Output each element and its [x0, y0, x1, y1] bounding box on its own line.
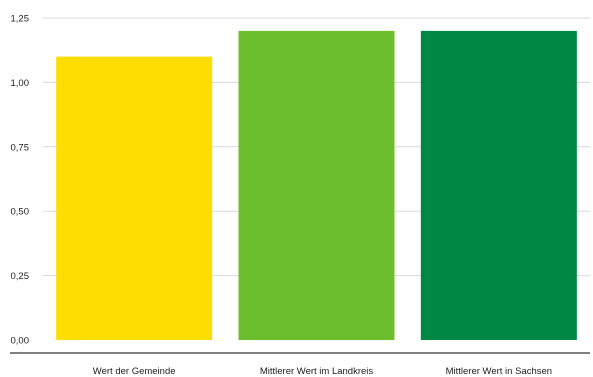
- x-category-label: Mittlerer Wert im Landkreis: [260, 366, 374, 377]
- x-category-label: Mittlerer Wert in Sachsen: [446, 366, 552, 377]
- x-axis-categories: Wert der Gemeinde Mittlerer Wert im Landk…: [93, 366, 552, 377]
- x-category-label: Wert der Gemeinde: [93, 366, 176, 377]
- bar: [238, 30, 395, 340]
- y-tick-label: 0,75: [11, 142, 30, 153]
- y-tick-label: 0,50: [11, 207, 30, 218]
- y-tick-label: 1,00: [11, 78, 30, 89]
- y-axis-ticks: 0,00 0,25 0,50 0,75 1,00 1,25: [11, 14, 30, 347]
- bar: [420, 30, 577, 340]
- y-tick-label: 0,00: [11, 336, 30, 347]
- bar: [56, 56, 213, 340]
- y-tick-label: 1,25: [11, 14, 30, 25]
- y-tick-label: 0,25: [11, 271, 30, 282]
- bars: [56, 30, 577, 340]
